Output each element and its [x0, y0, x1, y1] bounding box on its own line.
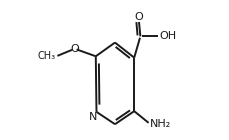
Text: CH₃: CH₃ — [38, 51, 56, 61]
Text: N: N — [88, 112, 97, 122]
Text: OH: OH — [159, 31, 176, 41]
Text: O: O — [134, 12, 143, 22]
Text: O: O — [70, 44, 79, 54]
Text: NH₂: NH₂ — [149, 119, 171, 129]
